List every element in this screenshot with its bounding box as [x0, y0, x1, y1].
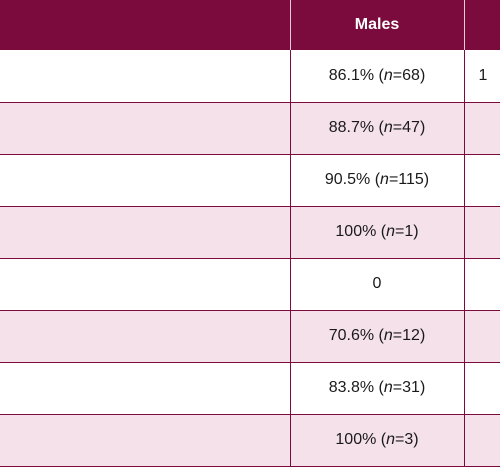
- next-column-cell: 1: [464, 50, 500, 103]
- row-label: law firms: [0, 222, 218, 243]
- row-label: ent studio heads, agency partners: [0, 378, 218, 399]
- males-value-cell: 70.6% (n=12): [290, 310, 465, 363]
- males-count: 3: [404, 431, 414, 448]
- males-percent: 86.1%: [328, 66, 375, 84]
- males-count: 68: [402, 66, 420, 84]
- table-row: politicians 90.5% (n=115): [0, 154, 500, 207]
- table-row: tors 0: [0, 258, 500, 311]
- males-percent: 0: [372, 275, 382, 292]
- males-count: 1: [404, 223, 414, 240]
- males-count: 12: [402, 327, 420, 344]
- row-label-cell: [0, 50, 291, 103]
- table-row: aders 100% (n=3): [0, 414, 500, 467]
- next-column-cell: [464, 362, 500, 415]
- row-label-cell: nance opers): [0, 102, 291, 155]
- header-label-cell: [0, 0, 291, 50]
- males-count: 31: [402, 379, 420, 396]
- next-column-cell: [464, 258, 500, 311]
- next-column-cell: [464, 310, 500, 363]
- row-label-cell: tors: [0, 258, 291, 311]
- next-column-cell: [464, 414, 500, 467]
- males-percent: 70.6%: [328, 327, 375, 344]
- males-percent: 83.8%: [328, 379, 375, 396]
- header-males-cell: Males: [290, 0, 465, 50]
- next-column-cell: [464, 154, 500, 207]
- males-percent: 100%: [335, 431, 377, 448]
- row-label: administrators: [0, 326, 218, 347]
- next-column-cell: [464, 102, 500, 155]
- row-label: politicians: [0, 170, 218, 191]
- table-row: nance opers) 88.7% (n=47): [0, 102, 500, 155]
- header-next-cell: [464, 0, 500, 50]
- males-value-cell: 88.7% (n=47): [290, 102, 465, 155]
- males-count: 47: [402, 119, 420, 136]
- males-percent: 88.7%: [328, 119, 375, 136]
- row-label-cell: ent studio heads, agency partners: [0, 362, 291, 415]
- males-percent: 100%: [335, 223, 377, 240]
- row-label: nance opers): [0, 107, 218, 149]
- row-label: tors: [0, 274, 218, 295]
- males-value-cell: 90.5% (n=115): [290, 154, 465, 207]
- table-header-row: Males: [0, 0, 500, 50]
- table-row: law firms 100% (n=1): [0, 206, 500, 259]
- row-label-cell: law firms: [0, 206, 291, 259]
- males-percent: 90.5%: [324, 171, 371, 188]
- males-value-cell: 100% (n=1): [290, 206, 465, 259]
- row-label-cell: aders: [0, 414, 291, 467]
- table-row: ent studio heads, agency partners 83.8% (…: [0, 362, 500, 415]
- males-value-cell: 83.8% (n=31): [290, 362, 465, 415]
- males-value-cell: 0: [290, 258, 465, 311]
- males-count: 115: [398, 171, 424, 188]
- next-column-cell: [464, 206, 500, 259]
- table-row: administrators 70.6% (n=12): [0, 310, 500, 363]
- males-value-cell: 100% (n=3): [290, 414, 465, 467]
- row-label-cell: politicians: [0, 154, 291, 207]
- table-row: 86.1% (n=68) 1: [0, 50, 500, 103]
- males-value-cell: 86.1% (n=68): [290, 50, 465, 103]
- row-label-cell: administrators: [0, 310, 291, 363]
- row-label: aders: [0, 430, 218, 451]
